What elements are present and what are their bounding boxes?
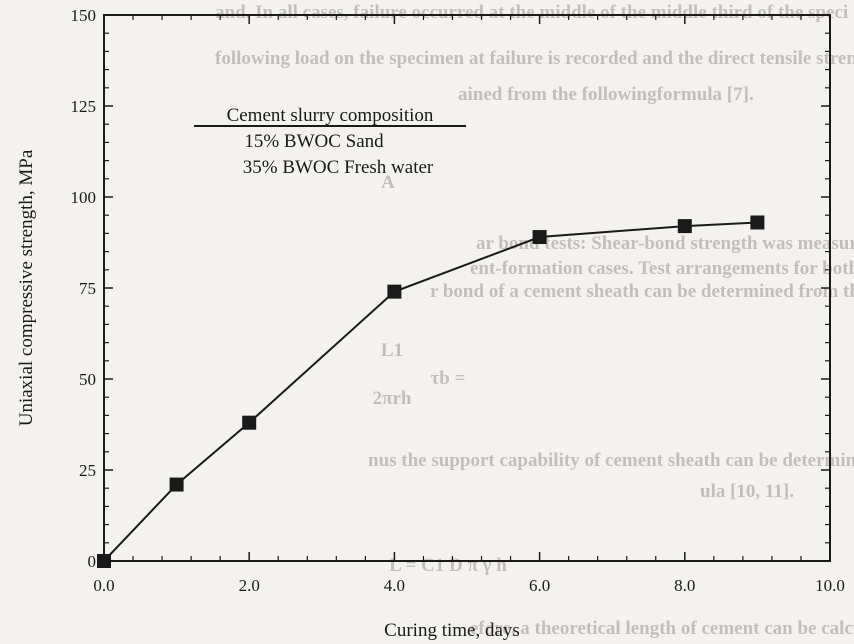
- data-point-marker: [750, 215, 765, 230]
- y-tick-label: 150: [71, 6, 97, 25]
- y-tick-label: 75: [79, 279, 96, 298]
- y-tick-label: 100: [71, 188, 97, 207]
- data-point-marker: [169, 477, 184, 492]
- y-tick-label: 25: [79, 461, 96, 480]
- background-text-line: ar bond tests: Shear-bond strength was m…: [476, 233, 854, 254]
- data-point-marker: [532, 230, 547, 245]
- x-tick-label: 0.0: [93, 576, 114, 595]
- data-point-marker: [97, 554, 111, 568]
- background-text-layer: and. In all cases, failure occurred at t…: [215, 2, 854, 639]
- x-tick-label: 4.0: [384, 576, 405, 595]
- background-text-line: ula [10, 11].: [700, 481, 794, 502]
- background-text-line: nus the support capability of cement she…: [368, 450, 854, 471]
- x-axis-title: Curing time, days: [384, 620, 520, 641]
- x-tick-label: 8.0: [674, 576, 695, 595]
- x-tick-label: 2.0: [239, 576, 260, 595]
- data-point-marker: [242, 415, 257, 430]
- legend-title: Cement slurry composition: [227, 105, 434, 126]
- background-text-line: L1: [381, 340, 403, 361]
- background-text-line: τb =: [431, 368, 466, 389]
- y-tick-label: 50: [79, 370, 96, 389]
- x-tick-label: 10.0: [815, 576, 845, 595]
- background-text-line: ent-formation cases. Test arrangements f…: [470, 258, 854, 279]
- legend-line-1: 15% BWOC Sand: [244, 131, 384, 152]
- y-tick-label: 0: [88, 552, 97, 571]
- background-text-line: efore, a theoretical length of cement ca…: [470, 618, 854, 639]
- background-text-line: r bond of a cement sheath can be determi…: [430, 281, 854, 302]
- y-tick-label: 125: [71, 97, 97, 116]
- background-text-line: L = C1 D π γ h: [389, 555, 507, 576]
- data-point-marker: [387, 284, 402, 299]
- x-tick-label: 6.0: [529, 576, 550, 595]
- tick-labels: 0 25 50 75 100 125 150 0.0 2.0 4.0 6.0 8.0 10.0: [71, 6, 845, 595]
- legend: Cement slurry composition 15% BWOC Sand …: [194, 105, 466, 178]
- background-text-line: ained from the followingformula [7].: [458, 84, 754, 105]
- background-text-line: following load on the specimen at failur…: [215, 48, 854, 69]
- y-axis-title: Uniaxial compressive strength, MPa: [16, 149, 37, 426]
- background-text-line: 2πrh: [373, 388, 412, 409]
- background-text-line: and. In all cases, failure occurred at t…: [215, 2, 848, 23]
- legend-line-2: 35% BWOC Fresh water: [243, 157, 434, 178]
- background-text-line: A: [381, 172, 395, 193]
- series: [97, 215, 765, 568]
- data-point-marker: [677, 219, 692, 234]
